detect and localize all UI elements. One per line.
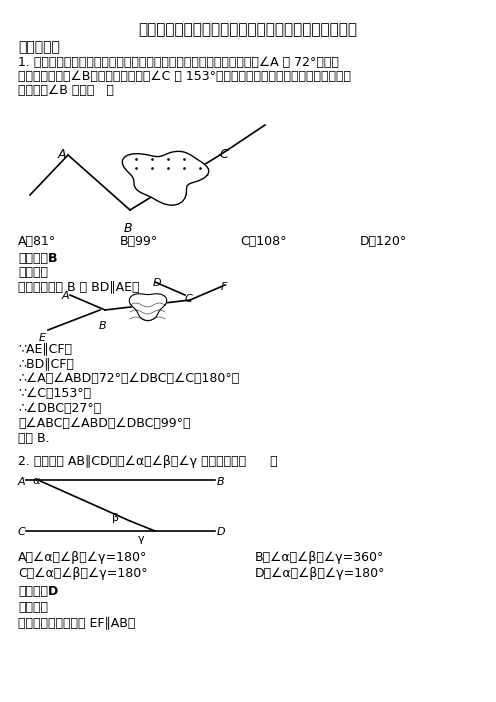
Text: （专题精选）初中数学相交线与平行线分类汇编及解析: （专题精选）初中数学相交线与平行线分类汇编及解析	[138, 22, 358, 37]
Text: B: B	[99, 321, 107, 331]
Text: 【解析】: 【解析】	[18, 266, 48, 279]
Text: C．108°: C．108°	[240, 235, 287, 248]
Text: E: E	[39, 333, 46, 343]
Text: C: C	[18, 527, 26, 537]
Text: 平行，则∠B 等于（   ）: 平行，则∠B 等于（ ）	[18, 84, 114, 97]
Text: A．∠α＋∠β＋∠γ=180°: A．∠α＋∠β＋∠γ=180°	[18, 551, 147, 564]
Text: 试题解析：过 B 作 BD∥AE，: 试题解析：过 B 作 BD∥AE，	[18, 280, 139, 293]
Text: 一、选择题: 一、选择题	[18, 40, 60, 54]
Text: D．120°: D．120°	[360, 235, 407, 248]
Text: 则∠ABC＝∠ABD＋∠DBC＝99°，: 则∠ABC＝∠ABD＋∠DBC＝99°，	[18, 417, 190, 430]
Text: D: D	[217, 527, 226, 537]
Text: 故选 B.: 故选 B.	[18, 432, 50, 445]
Text: β: β	[112, 513, 119, 523]
Text: 【答案】D: 【答案】D	[18, 585, 58, 598]
Text: ∵∠C＝153°，: ∵∠C＝153°，	[18, 387, 91, 400]
Text: α: α	[32, 476, 39, 486]
Text: 【答案】B: 【答案】B	[18, 252, 58, 265]
Text: 2. 如图，若 AB∥CD，则∠α、∠β、∠γ 之间关系是（      ）: 2. 如图，若 AB∥CD，则∠α、∠β、∠γ 之间关系是（ ）	[18, 455, 278, 468]
Text: B．∠α＋∠β－∠γ=360°: B．∠α＋∠β－∠γ=360°	[255, 551, 384, 564]
Text: C．∠α－∠β＋∠γ=180°: C．∠α－∠β＋∠γ=180°	[18, 567, 148, 580]
Polygon shape	[123, 152, 209, 205]
Text: F: F	[221, 282, 227, 292]
Text: C: C	[184, 294, 192, 304]
Text: ∵AE∥CF，: ∵AE∥CF，	[18, 342, 72, 355]
Text: A．81°: A．81°	[18, 235, 56, 248]
Text: B: B	[217, 477, 225, 487]
Text: D．∠α＋∠β－∠γ=180°: D．∠α＋∠β－∠γ=180°	[255, 567, 385, 580]
Text: γ: γ	[138, 534, 145, 544]
Text: A: A	[58, 148, 66, 161]
Text: ∴∠DBC＝27°，: ∴∠DBC＝27°，	[18, 402, 101, 415]
Text: A: A	[18, 477, 26, 487]
Text: A: A	[61, 291, 69, 301]
Text: ∴∠A＝∠ABD＝72°，∠DBC＋∠C＝180°，: ∴∠A＝∠ABD＝72°，∠DBC＋∠C＝180°，	[18, 372, 239, 385]
Text: B．99°: B．99°	[120, 235, 158, 248]
Text: 试题解析：如图，作 EF∥AB，: 试题解析：如图，作 EF∥AB，	[18, 616, 135, 629]
Text: D: D	[153, 278, 161, 288]
Polygon shape	[129, 293, 167, 321]
Text: 次拐弯处的角是∠B，第三次拐弯处的∠C 是 153°，这时道路恰好和第一次拐弯之前的道路: 次拐弯处的角是∠B，第三次拐弯处的∠C 是 153°，这时道路恰好和第一次拐弯之…	[18, 70, 351, 83]
Text: C: C	[220, 148, 228, 161]
Text: 【解析】: 【解析】	[18, 601, 48, 614]
Text: 1. 如图，一条公路修到湖边时，需拐弯绕湖而过，如果第一次拐弯处的∠A 是 72°，第二: 1. 如图，一条公路修到湖边时，需拐弯绕湖而过，如果第一次拐弯处的∠A 是 72…	[18, 56, 339, 69]
Text: ∴BD∥CF，: ∴BD∥CF，	[18, 357, 74, 370]
Text: B: B	[124, 222, 132, 235]
